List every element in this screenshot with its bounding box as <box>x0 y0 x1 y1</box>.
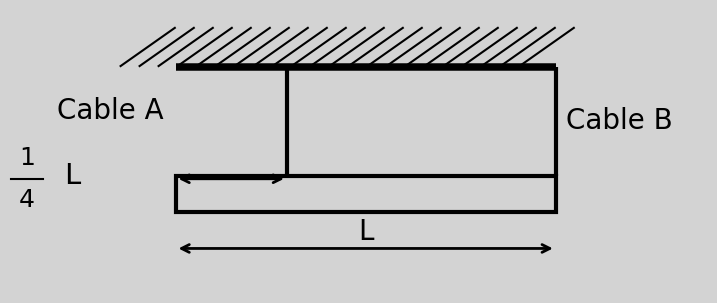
Text: Cable A: Cable A <box>57 97 164 125</box>
Text: Cable B: Cable B <box>566 107 673 135</box>
Bar <box>176 176 556 212</box>
Text: L: L <box>358 218 374 246</box>
Text: 4: 4 <box>19 188 35 212</box>
Text: 1: 1 <box>19 145 35 170</box>
Text: L: L <box>65 162 81 190</box>
